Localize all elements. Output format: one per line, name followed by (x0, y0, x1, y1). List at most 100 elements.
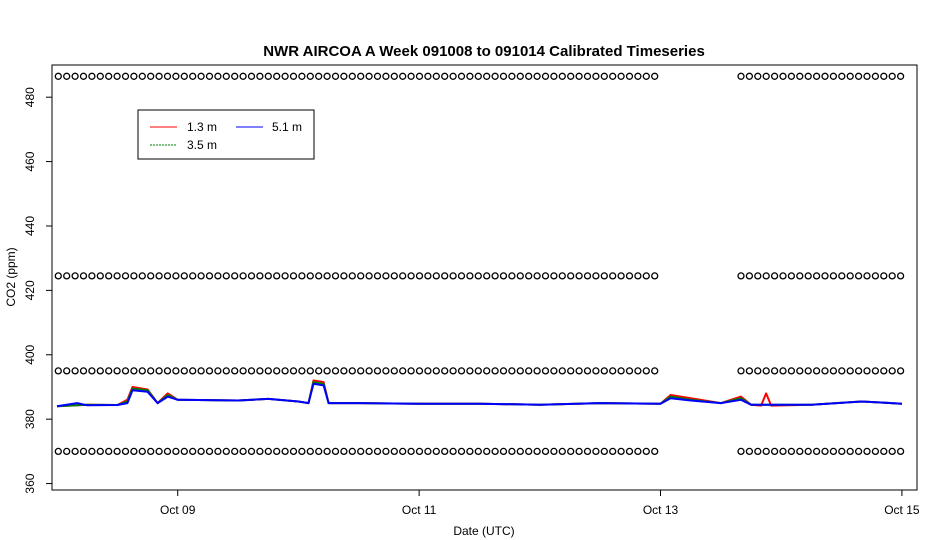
reference-marker (331, 72, 340, 80)
reference-marker (449, 72, 457, 80)
reference-marker (838, 447, 846, 456)
reference-marker (256, 272, 264, 280)
reference-marker (770, 447, 779, 456)
reference-marker (281, 272, 289, 280)
reference-marker (550, 447, 558, 456)
reference-marker (365, 447, 373, 456)
reference-marker (871, 367, 880, 375)
reference-marker (105, 272, 113, 280)
reference-marker (147, 72, 155, 80)
x-tick-label: Oct 09 (160, 503, 196, 517)
reference-marker (457, 72, 466, 80)
reference-marker (197, 447, 205, 456)
reference-marker (424, 367, 432, 375)
reference-marker (754, 447, 762, 456)
reference-marker (762, 447, 770, 456)
reference-marker (575, 272, 583, 280)
reference-marker (642, 72, 650, 80)
reference-marker (399, 72, 407, 80)
reference-marker (231, 447, 239, 456)
reference-markers (54, 72, 905, 456)
reference-marker (838, 272, 846, 280)
reference-marker (331, 272, 340, 280)
reference-marker (222, 272, 230, 280)
reference-marker (896, 367, 905, 375)
reference-marker (592, 447, 600, 456)
reference-marker (214, 367, 222, 375)
legend-box (137, 109, 315, 160)
reference-marker (466, 447, 474, 456)
reference-marker (541, 272, 550, 280)
reference-marker (147, 447, 155, 456)
reference-marker (863, 272, 871, 280)
y-tick-label: 420 (23, 280, 37, 300)
reference-marker (558, 272, 566, 280)
reference-marker (172, 447, 180, 456)
reference-marker (779, 272, 787, 280)
reference-marker (634, 367, 642, 375)
reference-marker (863, 447, 871, 456)
reference-marker (483, 272, 491, 280)
reference-marker (315, 72, 323, 80)
reference-marker (812, 367, 821, 375)
reference-marker (829, 272, 838, 280)
series-line-3 (56, 382, 902, 408)
reference-marker (516, 272, 524, 280)
reference-marker (525, 72, 533, 80)
reference-marker (651, 367, 659, 375)
reference-marker (180, 367, 188, 375)
reference-marker (600, 447, 608, 456)
reference-marker (105, 367, 113, 375)
reference-marker (754, 272, 762, 280)
reference-marker (373, 447, 382, 456)
reference-marker (306, 447, 314, 456)
reference-marker (871, 447, 880, 456)
reference-marker (508, 367, 516, 375)
reference-marker (779, 72, 787, 80)
reference-marker (415, 447, 424, 456)
reference-marker (804, 367, 812, 375)
reference-marker (575, 72, 583, 80)
reference-marker (550, 272, 558, 280)
reference-marker (264, 72, 272, 80)
reference-marker (105, 72, 113, 80)
reference-marker (609, 447, 617, 456)
reference-marker (583, 272, 592, 280)
y-tick-label: 400 (23, 344, 37, 364)
reference-marker (399, 447, 407, 456)
reference-marker (130, 447, 138, 456)
reference-marker (516, 72, 524, 80)
reference-marker (804, 72, 812, 80)
reference-marker (407, 367, 415, 375)
reference-marker (348, 72, 356, 80)
reference-marker (340, 272, 348, 280)
reference-marker (567, 447, 575, 456)
reference-marker (407, 72, 415, 80)
reference-marker (846, 367, 854, 375)
reference-marker (189, 447, 197, 456)
reference-marker (533, 447, 541, 456)
reference-marker (651, 447, 659, 456)
reference-marker (348, 367, 356, 375)
y-axis: 360 380 400 420 440 460 480 (23, 87, 53, 494)
reference-marker (113, 272, 121, 280)
reference-marker (331, 367, 340, 375)
reference-marker (779, 447, 787, 456)
reference-marker (838, 72, 846, 80)
series-group (56, 379, 902, 408)
y-tick-label: 440 (23, 216, 37, 236)
reference-marker (155, 72, 163, 80)
reference-marker (491, 367, 499, 375)
reference-marker (474, 367, 482, 375)
reference-marker (298, 447, 306, 456)
reference-marker (533, 72, 541, 80)
reference-marker (424, 447, 432, 456)
reference-marker (340, 367, 348, 375)
reference-marker (79, 367, 88, 375)
reference-marker (247, 72, 256, 80)
reference-marker (558, 367, 566, 375)
reference-marker (88, 367, 96, 375)
reference-marker (812, 72, 821, 80)
reference-marker (214, 447, 222, 456)
legend-label-5-1m: 5.1 m (272, 120, 302, 134)
